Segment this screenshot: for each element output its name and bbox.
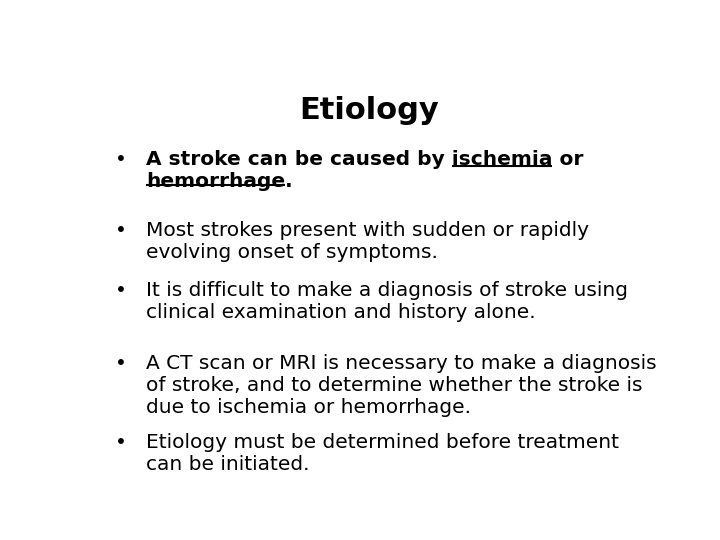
Text: A stroke can be caused by ischemia or
hemorrhage.: A stroke can be caused by ischemia or he… <box>145 150 583 191</box>
Text: •: • <box>114 281 127 300</box>
Text: Most strokes present with sudden or rapidly
evolving onset of symptoms.: Most strokes present with sudden or rapi… <box>145 221 589 262</box>
Text: •: • <box>114 150 127 169</box>
Text: •: • <box>114 221 127 240</box>
Text: A CT scan or MRI is necessary to make a diagnosis
of stroke, and to determine wh: A CT scan or MRI is necessary to make a … <box>145 354 657 417</box>
Text: •: • <box>114 354 127 373</box>
Text: •: • <box>114 433 127 452</box>
Text: It is difficult to make a diagnosis of stroke using
clinical examination and his: It is difficult to make a diagnosis of s… <box>145 281 628 322</box>
Text: Etiology must be determined before treatment
can be initiated.: Etiology must be determined before treat… <box>145 433 618 474</box>
Text: Etiology: Etiology <box>299 96 439 125</box>
